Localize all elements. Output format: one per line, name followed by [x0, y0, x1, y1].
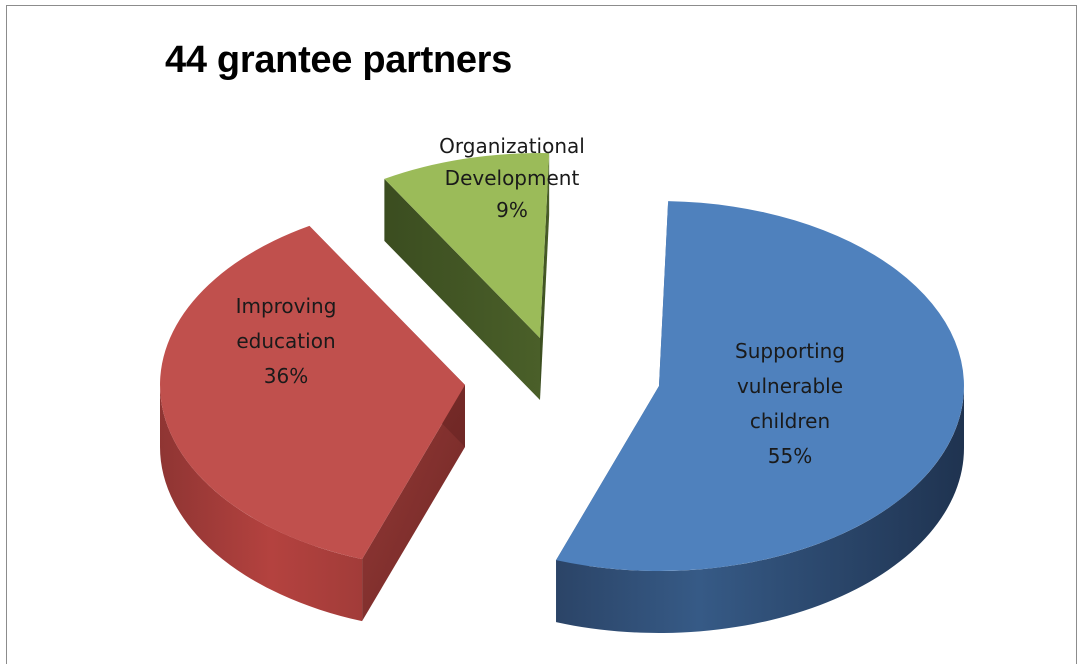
- slice-top-face: [384, 152, 550, 338]
- data-label-organizational-development: Organizational Development 9%: [439, 134, 585, 222]
- chart-title: 44 grantee partners: [165, 39, 513, 81]
- slice-cut-face-0: [362, 385, 465, 622]
- slice-top-face: [556, 201, 964, 571]
- slice-top-face: [160, 225, 465, 560]
- pie-slice-organizational-development: [384, 152, 550, 400]
- data-label-improving-education: Improving education 36%: [236, 294, 337, 388]
- slice-cut-face-1: [540, 153, 550, 400]
- pie-slice-improving-education: [160, 225, 465, 622]
- data-label-supporting-vulnerable-children: Supporting vulnerable children 55%: [735, 339, 845, 468]
- pie-slice-supporting-vulnerable-children: [556, 201, 964, 633]
- slice-outer-side: [556, 386, 964, 633]
- slice-cut-face-0: [384, 178, 540, 400]
- slice-outer-side: [160, 385, 363, 622]
